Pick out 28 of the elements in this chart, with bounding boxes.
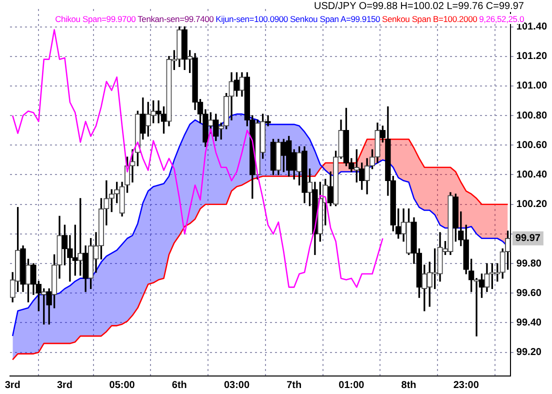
y-tick-label: 101.20 — [516, 51, 548, 62]
x-tick-label: 01:00 — [338, 380, 365, 391]
x-tick-label: 8th — [401, 380, 416, 391]
x-tick-label: 23:00 — [453, 380, 480, 391]
x-tick-label: 3rd — [4, 380, 20, 391]
y-tick-label: 99.20 — [516, 347, 542, 358]
text: Senkou Span A=99.9150 — [290, 14, 380, 24]
annotation: 9,26,52,25.0 — [479, 14, 524, 24]
y-tick-label: 100.80 — [516, 110, 548, 122]
x-tick-label: 6th — [172, 380, 187, 391]
x-tick-label: 03:00 — [224, 380, 250, 391]
series-label: Chikou Span=99.9700 — [55, 14, 136, 24]
annotation: Kijun-sen=100.0900 — [216, 14, 288, 24]
chart-title: USD/JPY O=99.88 H=100.02 L=99.76 C=99.97 — [314, 1, 524, 12]
y-tick-label: 100.20 — [516, 199, 548, 210]
y-tick-label: 99.80 — [516, 258, 542, 270]
text: Senkou Span B=100.2000 — [382, 14, 478, 24]
y-tick-label: 101.00 — [516, 80, 548, 92]
text: 99.97 — [515, 233, 541, 244]
y-tick-label: 100.40 — [516, 169, 548, 180]
candlestick — [265, 115, 271, 126]
y-tick-label: 99.40 — [516, 317, 542, 328]
x-tick-label: 3rd — [56, 380, 73, 391]
x-tick-label: 7th — [286, 380, 302, 391]
y-tick-label: 99.60 — [516, 288, 542, 299]
y-tick-label: 100.60 — [516, 140, 548, 151]
x-tick-label: 05:00 — [109, 380, 136, 391]
annotation: Tenkan-sen=99.7400 — [138, 14, 214, 24]
